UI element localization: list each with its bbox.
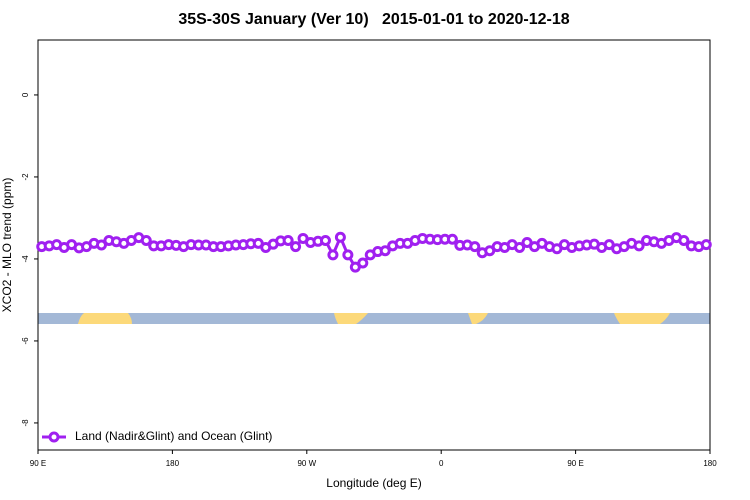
- land-ocean-strip: [38, 313, 710, 324]
- data-point: [95, 239, 107, 251]
- x-tick-label: 90 W: [297, 459, 316, 468]
- data-point: [446, 233, 458, 245]
- data-point: [678, 234, 690, 246]
- y-axis-label: XCO2 - MLO trend (ppm): [0, 178, 14, 313]
- chart-title: 35S-30S January (Ver 10) 2015-01-01 to 2…: [178, 11, 569, 28]
- data-point: [700, 239, 712, 251]
- y-tick-label: -4: [21, 255, 30, 263]
- data-point: [319, 234, 331, 246]
- x-tick-label: 180: [703, 459, 717, 468]
- data-point: [514, 241, 526, 253]
- y-tick-label: -6: [21, 337, 30, 345]
- legend-marker: [48, 431, 60, 443]
- data-point: [469, 241, 481, 253]
- data-point: [327, 249, 339, 261]
- data-point: [140, 234, 152, 246]
- y-tick-label: -8: [21, 419, 30, 427]
- data-point: [357, 257, 369, 269]
- data-point: [282, 234, 294, 246]
- data-point: [379, 245, 391, 257]
- data-point: [290, 241, 302, 253]
- data-point: [633, 240, 645, 252]
- legend-label: Land (Nadir&Glint) and Ocean (Glint): [75, 429, 272, 443]
- x-tick-label: 90 E: [567, 459, 583, 468]
- x-tick-label: 0: [439, 459, 444, 468]
- data-point: [342, 249, 354, 261]
- x-tick-label: 180: [166, 459, 180, 468]
- x-axis-label: Longitude (deg E): [326, 476, 421, 490]
- legend: Land (Nadir&Glint) and Ocean (Glint): [42, 429, 272, 443]
- y-tick-label: 0: [21, 92, 30, 97]
- y-tick-label: -2: [21, 173, 30, 181]
- x-tick-label: 90 E: [30, 459, 46, 468]
- data-point: [334, 231, 346, 243]
